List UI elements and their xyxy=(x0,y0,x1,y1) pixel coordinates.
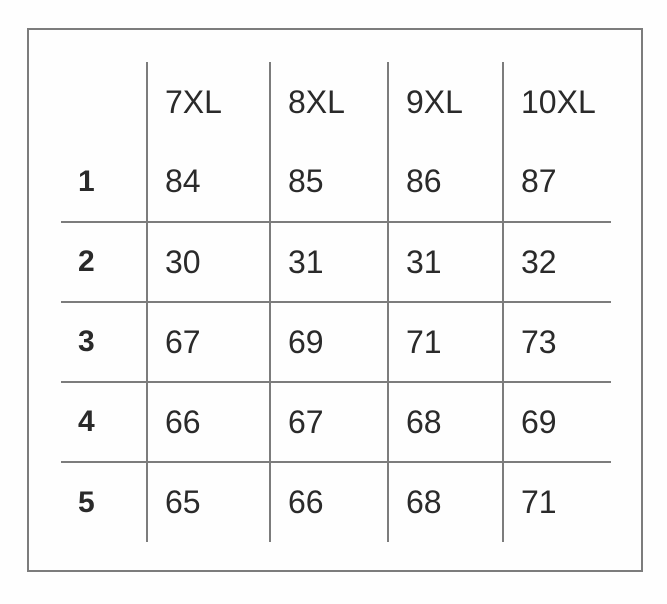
row-label-5: 5 xyxy=(61,461,147,542)
size-table: 7XL 8XL 9XL 10XL 1 84 85 86 87 2 30 31 xyxy=(61,62,611,542)
corner-cell xyxy=(61,62,147,142)
value-cell: 73 xyxy=(502,301,611,382)
value-cell: 68 xyxy=(387,461,503,542)
value-cell: 66 xyxy=(146,381,270,462)
value-cell: 31 xyxy=(269,221,388,302)
table-row: 5 65 66 68 71 xyxy=(61,461,611,542)
column-header-10xl: 10XL xyxy=(502,62,611,142)
value-cell: 66 xyxy=(269,461,388,542)
value-cell: 30 xyxy=(146,221,270,302)
value-cell: 71 xyxy=(387,301,503,382)
column-header-8xl: 8XL xyxy=(269,62,388,142)
value-cell: 31 xyxy=(387,221,503,302)
value-cell: 69 xyxy=(269,301,388,382)
value-cell: 32 xyxy=(502,221,611,302)
value-cell: 71 xyxy=(502,461,611,542)
table-row: 4 66 67 68 69 xyxy=(61,381,611,462)
column-header-9xl: 9XL xyxy=(387,62,503,142)
value-cell: 86 xyxy=(387,142,503,222)
table-frame: 7XL 8XL 9XL 10XL 1 84 85 86 87 2 30 31 xyxy=(27,28,643,572)
value-cell: 67 xyxy=(146,301,270,382)
row-label-2: 2 xyxy=(61,221,147,302)
row-label-4: 4 xyxy=(61,381,147,462)
table-row: 1 84 85 86 87 xyxy=(61,142,611,222)
table-row: 2 30 31 31 32 xyxy=(61,221,611,302)
table-row: 3 67 69 71 73 xyxy=(61,301,611,382)
row-label-3: 3 xyxy=(61,301,147,382)
value-cell: 65 xyxy=(146,461,270,542)
value-cell: 87 xyxy=(502,142,611,222)
value-cell: 84 xyxy=(146,142,270,222)
value-cell: 85 xyxy=(269,142,388,222)
column-header-7xl: 7XL xyxy=(146,62,270,142)
row-label-1: 1 xyxy=(78,164,95,198)
header-row: 7XL 8XL 9XL 10XL xyxy=(61,62,611,142)
value-cell: 69 xyxy=(502,381,611,462)
value-cell: 67 xyxy=(269,381,388,462)
value-cell: 68 xyxy=(387,381,503,462)
